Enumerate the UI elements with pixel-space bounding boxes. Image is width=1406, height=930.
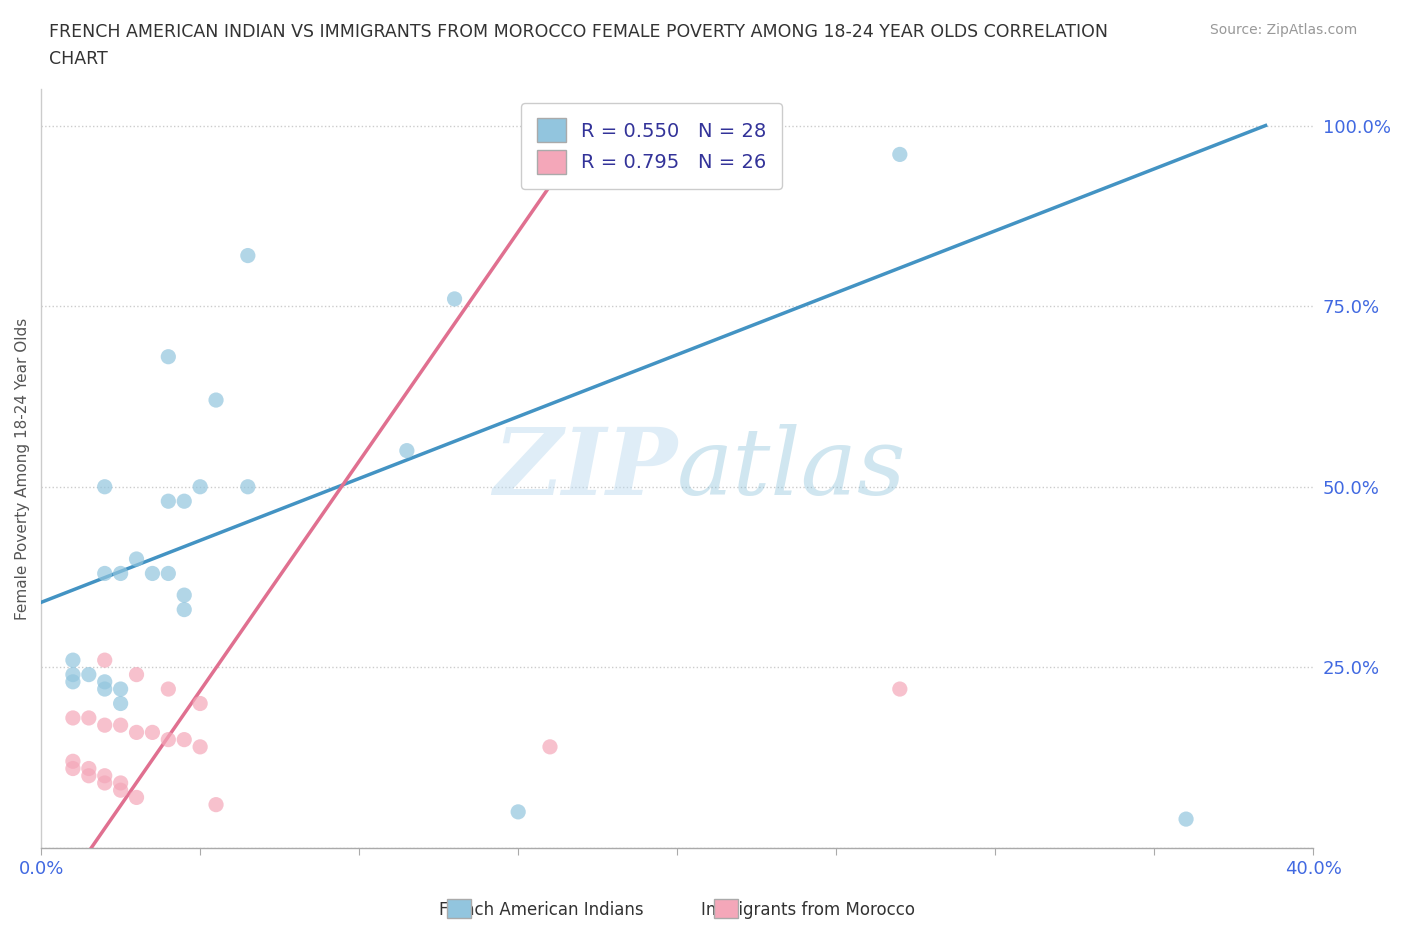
Point [157, 566, 180, 581]
Point [77, 768, 100, 783]
Point [205, 797, 228, 812]
Point [93, 653, 115, 668]
Point [395, 444, 418, 458]
Point [443, 291, 465, 306]
Point [173, 494, 195, 509]
Text: FRENCH AMERICAN INDIAN VS IMMIGRANTS FROM MOROCCO FEMALE POVERTY AMONG 18-24 YEA: FRENCH AMERICAN INDIAN VS IMMIGRANTS FRO… [49, 23, 1108, 68]
Point [188, 739, 211, 754]
Point [188, 479, 211, 494]
Point [93, 718, 115, 733]
Point [77, 667, 100, 682]
Point [157, 350, 180, 365]
Point [93, 682, 115, 697]
Point [1175, 812, 1198, 827]
Point [110, 783, 132, 798]
Point [62, 674, 84, 689]
Point [62, 761, 84, 776]
Legend: R = 0.550   N = 28, R = 0.795   N = 26: R = 0.550 N = 28, R = 0.795 N = 26 [522, 103, 782, 189]
Point [93, 479, 115, 494]
Point [173, 588, 195, 603]
Point [538, 739, 561, 754]
Point [125, 551, 148, 566]
Point [125, 790, 148, 804]
Point [62, 711, 84, 725]
Point [173, 732, 195, 747]
Point [889, 682, 911, 697]
Text: ZIP: ZIP [494, 424, 678, 513]
Point [110, 682, 132, 697]
Point [93, 776, 115, 790]
Point [125, 667, 148, 682]
Point [141, 725, 163, 740]
Point [110, 696, 132, 711]
Point [62, 653, 84, 668]
Point [110, 566, 132, 581]
Point [110, 718, 132, 733]
Text: atlas: atlas [678, 424, 907, 513]
Point [173, 602, 195, 617]
Text: French American Indians: French American Indians [439, 900, 644, 919]
Point [157, 494, 180, 509]
Point [62, 754, 84, 769]
Point [141, 566, 163, 581]
Point [508, 804, 530, 819]
Y-axis label: Female Poverty Among 18-24 Year Olds: Female Poverty Among 18-24 Year Olds [15, 317, 30, 619]
Point [236, 479, 259, 494]
Point [205, 392, 228, 407]
Point [77, 711, 100, 725]
Point [93, 566, 115, 581]
Point [110, 776, 132, 790]
Text: Immigrants from Morocco: Immigrants from Morocco [702, 900, 915, 919]
Point [125, 725, 148, 740]
Point [77, 761, 100, 776]
Point [157, 682, 180, 697]
Point [62, 667, 84, 682]
Point [889, 147, 911, 162]
Point [188, 696, 211, 711]
Text: Source: ZipAtlas.com: Source: ZipAtlas.com [1209, 23, 1357, 37]
Point [93, 674, 115, 689]
Point [157, 732, 180, 747]
Point [93, 768, 115, 783]
Point [236, 248, 259, 263]
